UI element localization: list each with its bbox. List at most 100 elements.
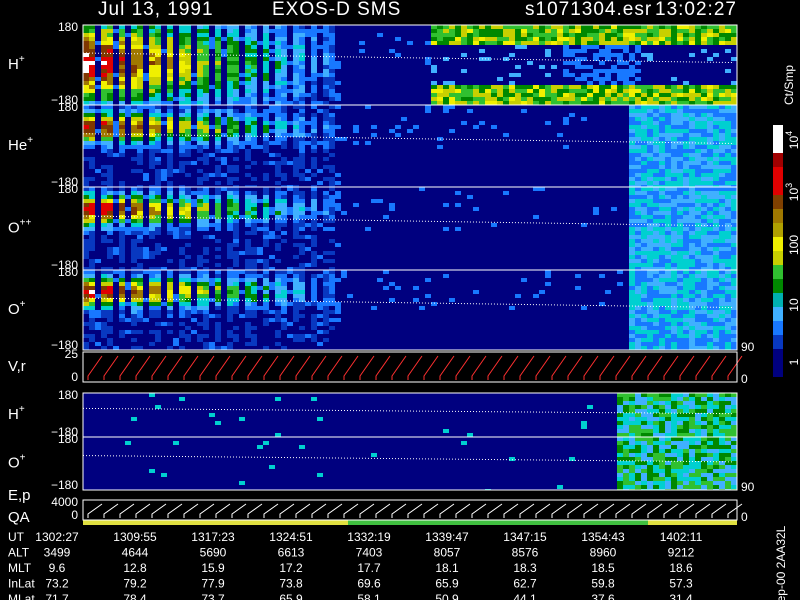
spectrogram-cell	[143, 93, 149, 97]
spectrogram-cell	[701, 145, 707, 149]
spectrogram-cell	[587, 165, 593, 169]
spectrogram-cell	[203, 267, 209, 270]
spectrogram-cell	[341, 57, 347, 61]
spectrogram-cell	[473, 45, 479, 49]
spectrogram-cell	[263, 169, 269, 173]
spectrogram-cell	[671, 61, 677, 65]
spectrogram-cell	[713, 113, 719, 117]
spectrogram-cell	[83, 227, 89, 231]
spectrogram-cell	[149, 69, 155, 73]
spectrogram-cell	[89, 187, 95, 191]
spectrogram-cell	[89, 185, 95, 187]
spectrogram-cell	[143, 243, 149, 247]
spectrogram-cell	[515, 157, 521, 161]
spectrogram-cell	[359, 125, 365, 129]
spectrogram-cell	[455, 81, 461, 85]
spectrogram-cell	[191, 255, 197, 259]
spectrogram-cell	[551, 181, 557, 185]
spectrogram-cell	[605, 41, 611, 45]
spectrogram-cell	[647, 129, 653, 133]
spectrogram-cell	[611, 49, 617, 53]
spectrogram-cell	[167, 207, 173, 211]
spectrogram-cell	[527, 101, 533, 105]
spectrogram-cell	[557, 185, 563, 187]
spectrogram-cell	[731, 25, 737, 29]
spectrogram-cell	[293, 33, 299, 37]
spectrogram-cell	[707, 69, 713, 73]
spectrogram-cell	[593, 117, 599, 121]
spectrogram-cell	[419, 57, 425, 61]
spectrogram-cell	[683, 169, 689, 173]
spectrogram-cell	[485, 73, 491, 77]
spectrogram-cell	[251, 57, 257, 61]
spectrogram-cell	[125, 41, 131, 45]
spectrogram-cell	[479, 65, 485, 69]
spectrogram-cell	[533, 29, 539, 33]
spectrogram-cell	[101, 181, 107, 185]
spectrogram-cell	[479, 61, 485, 65]
spectrogram-cell	[593, 37, 599, 41]
spectrogram-cell	[329, 169, 335, 173]
spectrogram-cell	[419, 105, 425, 109]
spectrogram-cell	[335, 65, 341, 69]
spectrogram-cell	[713, 29, 719, 33]
spectrogram-cell	[341, 169, 347, 173]
spectrogram-cell	[167, 199, 173, 203]
spectrogram-cell	[275, 145, 281, 149]
spectrogram-cell	[347, 49, 353, 53]
spectrogram-cell	[137, 247, 143, 251]
spectrogram-cell	[419, 165, 425, 169]
spectrogram-cell	[389, 105, 395, 109]
spectrogram-cell	[689, 57, 695, 61]
spectrogram-cell	[473, 181, 479, 185]
spectrogram-cell	[179, 173, 185, 177]
spectrogram-cell	[89, 37, 95, 41]
spectrogram-cell	[557, 109, 563, 113]
spectrogram-cell	[185, 105, 191, 109]
spectrogram-cell	[335, 93, 341, 97]
spectrogram-cell	[245, 45, 251, 49]
spectrogram-cell	[461, 29, 467, 33]
spectrogram-cell	[671, 157, 677, 161]
spectrogram-cell	[209, 109, 215, 113]
spectrogram-cell	[89, 199, 95, 203]
spectrogram-cell	[611, 169, 617, 173]
spectrogram-cell	[575, 89, 581, 93]
spectrogram-cell	[707, 105, 713, 109]
spectrogram-cell	[119, 45, 125, 49]
spectrogram-cell	[623, 81, 629, 85]
spectrogram-cell	[383, 109, 389, 113]
spectrogram-cell	[629, 125, 635, 129]
spectrogram-cell	[173, 97, 179, 101]
spectrogram-cell	[191, 61, 197, 65]
spectrogram-cell	[215, 153, 221, 157]
spectrogram-cell	[197, 109, 203, 113]
spectrogram-cell	[131, 235, 137, 239]
spectrogram-cell	[197, 161, 203, 165]
spectrogram-cell	[317, 97, 323, 101]
spectrogram-cell	[563, 73, 569, 77]
spectrogram-cell	[413, 73, 419, 77]
spectrogram-cell	[317, 25, 323, 29]
spectrogram-cell	[137, 145, 143, 149]
spectrogram-cell	[431, 141, 437, 145]
spectrogram-cell	[209, 165, 215, 169]
spectrogram-cell	[155, 177, 161, 181]
spectrogram-cell	[365, 45, 371, 49]
spectrogram-cell	[467, 65, 473, 69]
spectrogram-cell	[377, 49, 383, 53]
spectrogram-cell	[101, 251, 107, 255]
spectrogram-cell	[569, 129, 575, 133]
spectrogram-cell	[719, 173, 725, 177]
spectrogram-cell	[485, 29, 491, 33]
spectrogram-cell	[341, 153, 347, 157]
spectrogram-cell	[389, 53, 395, 57]
spectrogram-cell	[581, 29, 587, 33]
spectrogram-cell	[107, 145, 113, 149]
spectrogram-cell	[197, 41, 203, 45]
spectrogram-cell	[323, 105, 329, 109]
spectrogram-cell	[455, 41, 461, 45]
spectrogram-cell	[131, 195, 137, 199]
spectrogram-cell	[227, 61, 233, 65]
spectrogram-cell	[335, 61, 341, 65]
